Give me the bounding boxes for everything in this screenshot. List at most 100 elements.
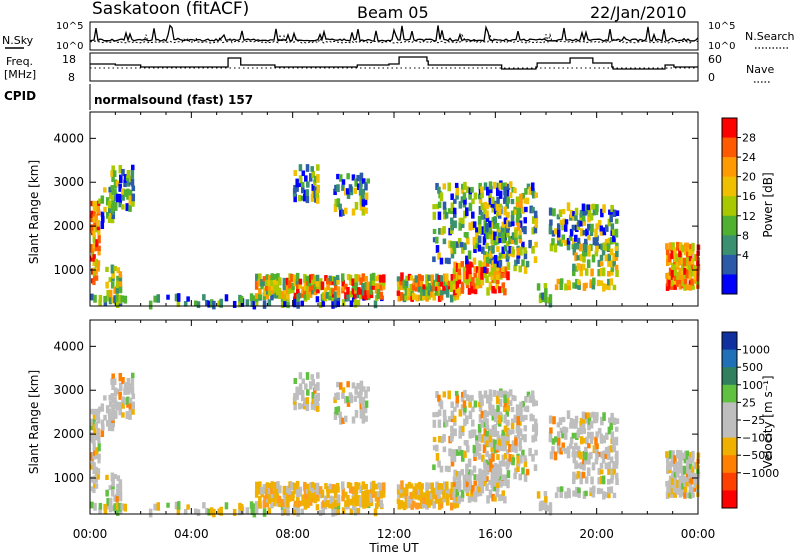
velocity-cell — [533, 418, 538, 427]
power-cell — [477, 276, 482, 285]
power-cell — [480, 202, 485, 211]
velocity-cell — [508, 400, 513, 407]
power-cell — [105, 266, 109, 272]
power-cell — [586, 204, 591, 211]
velocity-cell — [552, 416, 556, 425]
power-cell — [333, 188, 337, 196]
velocity-cell — [500, 434, 505, 441]
velocity-cell — [472, 465, 477, 473]
velocity-cell — [262, 500, 267, 509]
power-cell — [116, 267, 121, 274]
velocity-ytick-label: 1000 — [53, 471, 84, 485]
power-cell — [508, 251, 512, 257]
power-cell — [608, 209, 612, 215]
velocity-cell — [303, 497, 307, 503]
velocity-cell — [678, 466, 682, 474]
velocity-cell — [491, 453, 495, 462]
power-cell — [286, 301, 290, 309]
velocity-cell — [506, 419, 510, 426]
velocity-cell — [596, 487, 601, 495]
velocity-cell — [597, 467, 602, 475]
power-cell — [475, 227, 479, 233]
power-cell — [579, 209, 584, 218]
velocity-cell — [310, 485, 315, 494]
power-cell — [354, 178, 358, 187]
velocity-cell — [295, 487, 300, 493]
power-cell — [450, 217, 454, 225]
power-cell — [693, 264, 697, 271]
power-cell — [296, 286, 300, 294]
power-cell — [301, 286, 305, 294]
velocity-cell — [581, 471, 586, 479]
velocity-cell — [604, 462, 609, 470]
velocity-cell — [287, 495, 292, 502]
power-cell — [529, 205, 533, 214]
power-cell — [471, 277, 475, 286]
velocity-cell — [419, 487, 424, 495]
velocity-cell — [427, 482, 431, 490]
power-colorbar-tick: 24 — [742, 151, 756, 164]
velocity-cell — [331, 499, 336, 506]
power-cell — [407, 273, 412, 281]
power-cell — [432, 228, 437, 234]
power-cell — [501, 221, 506, 228]
velocity-cell — [481, 454, 485, 462]
power-cell — [450, 222, 454, 231]
velocity-cell — [433, 487, 437, 495]
power-cell — [599, 229, 604, 236]
velocity-cell — [432, 445, 437, 451]
power-cell — [569, 210, 574, 218]
velocity-cell — [224, 502, 229, 510]
power-cell — [556, 278, 561, 285]
power-cell — [582, 209, 587, 216]
power-cell — [665, 243, 669, 250]
power-ytick-label: 1000 — [53, 263, 84, 277]
velocity-cell — [488, 428, 492, 438]
power-cell — [113, 265, 117, 272]
power-cell — [614, 253, 619, 261]
velocity-cell — [465, 439, 469, 447]
power-cell — [584, 251, 588, 257]
power-cell — [305, 275, 310, 282]
x-axis-label: Time UT — [368, 541, 419, 554]
power-cell — [553, 228, 558, 235]
power-cell — [120, 295, 125, 303]
freq-tick-top: 18 — [62, 53, 76, 66]
velocity-cell — [445, 496, 450, 506]
velocity-cell — [362, 494, 366, 504]
velocity-cell — [429, 492, 434, 500]
power-cell — [209, 299, 214, 308]
velocity-cell — [592, 445, 597, 454]
power-cell — [480, 192, 484, 199]
velocity-cell — [477, 401, 482, 408]
power-cell — [445, 288, 450, 298]
velocity-cell — [510, 446, 515, 453]
power-cell — [300, 300, 304, 307]
velocity-cell — [301, 494, 305, 502]
velocity-cell — [609, 486, 614, 494]
power-cell — [93, 273, 97, 281]
velocity-cell — [472, 429, 477, 436]
power-cell — [174, 293, 179, 302]
power-cell — [219, 298, 223, 308]
power-cell — [97, 234, 101, 244]
velocity-cell — [300, 389, 305, 396]
power-cell — [455, 192, 459, 200]
velocity-cell — [584, 490, 588, 497]
velocity-cell — [252, 508, 257, 518]
power-cell — [455, 281, 460, 290]
velocity-cell — [496, 419, 500, 426]
velocity-cell — [515, 410, 520, 416]
velocity-cell — [318, 509, 323, 516]
velocity-cell — [495, 491, 499, 498]
power-cell — [506, 232, 510, 238]
power-cell — [688, 253, 693, 262]
power-cell — [103, 187, 107, 193]
power-cell — [501, 246, 506, 254]
power-cell — [106, 289, 110, 299]
velocity-cell — [412, 486, 417, 493]
velocity-cell — [477, 443, 482, 452]
power-cell — [202, 294, 206, 301]
power-cell — [311, 171, 316, 178]
velocity-cell — [594, 436, 598, 446]
